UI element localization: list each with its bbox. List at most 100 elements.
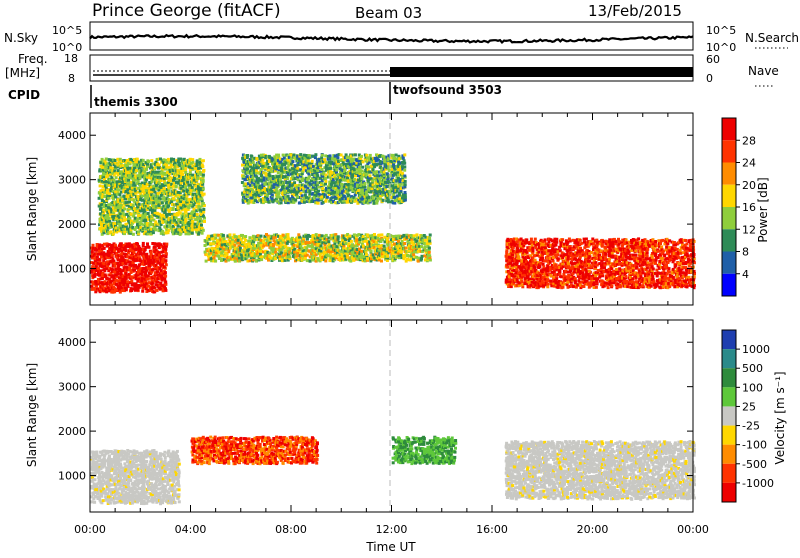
range-gate-cell [421,255,424,258]
range-gate-cell [373,233,376,236]
range-gate-cell [164,275,167,278]
range-gate-cell [269,252,272,255]
range-gate-cell [136,220,139,223]
range-gate-cell [200,224,203,227]
range-gate-cell [315,253,318,256]
range-gate-cell [125,272,128,275]
range-gate-cell [347,179,350,182]
range-gate-cell [321,234,324,237]
range-gate-cell [152,185,155,188]
range-gate-cell [428,251,431,254]
range-gate-cell [161,201,164,204]
range-gate-cell [311,160,314,163]
range-gate-cell [188,232,191,235]
range-gate-cell [163,187,166,190]
range-gate-cell [349,260,352,263]
nave-block [390,67,693,77]
range-gate-cell [287,236,290,239]
range-gate-cell [320,168,323,171]
range-gate-cell [261,159,264,162]
range-gate-cell [244,239,247,242]
region-3 [241,153,407,205]
range-gate-cell [125,262,128,265]
range-gate-cell [241,181,244,184]
range-gate-cell [165,243,168,246]
range-gate-cell [361,166,364,169]
range-gate-cell [138,203,141,206]
range-gate-cell [202,229,205,232]
range-gate-cell [141,290,144,293]
range-gate-cell [369,154,372,157]
cpid-label: CPID [8,88,40,102]
range-gate-cell [260,258,263,261]
range-gate-cell [333,181,336,184]
range-gate-cell [365,190,368,193]
range-gate-cell [274,257,277,260]
range-gate-cell [315,177,318,180]
freq-label-2: [MHz] [5,66,40,80]
range-gate-cell [154,228,157,231]
range-gate-cell [202,208,205,211]
range-gate-cell [160,243,163,246]
range-gate-cell [248,236,251,239]
range-gate-cell [194,223,197,226]
range-gate-cell [160,179,163,182]
range-gate-cell [412,253,415,256]
range-gate-cell [99,184,102,187]
range-gate-cell [257,245,260,248]
range-gate-cell [101,158,104,161]
range-gate-cell [250,194,253,197]
range-gate-cell [365,154,368,157]
range-gate-cell [321,154,324,157]
range-gate-cell [324,180,327,183]
range-gate-cell [329,167,332,170]
range-gate-cell [314,153,317,156]
range-gate-cell [120,269,123,272]
range-gate-cell [157,281,160,284]
range-gate-cell [279,178,282,181]
range-gate-cell [191,186,194,189]
range-gate-cell [202,202,205,205]
range-gate-cell [164,271,167,274]
range-gate-cell [403,242,406,245]
range-gate-cell [148,246,151,249]
range-gate-cell [254,255,257,258]
range-gate-cell [378,245,381,248]
range-gate-cell [164,281,167,284]
range-gate-cell [203,193,206,196]
range-gate-cell [304,194,307,197]
range-gate-cell [417,250,420,253]
range-gate-cell [114,274,117,277]
range-gate-cell [390,244,393,247]
range-gate-cell [358,166,361,169]
range-gate-cell [139,214,142,217]
range-gate-cell [287,233,290,236]
freq-tick-bottom: 8 [68,72,75,85]
range-gate-cell [204,251,207,254]
range-gate-cell [167,229,170,232]
range-gate-cell [283,157,286,160]
range-gate-cell [114,159,117,162]
range-gate-cell [167,209,170,212]
range-gate-cell [155,248,158,251]
range-gate-cell [195,228,198,231]
range-gate-cell [142,242,145,245]
range-gate-cell [371,187,374,190]
plot-title: Prince George (fitACF) [92,1,281,21]
range-gate-cell [364,186,367,189]
cpid-mode-2: twofsound 3503 [393,83,502,97]
range-gate-cell [417,242,420,245]
range-gate-cell [182,201,185,204]
noise-left-label: N.Sky [4,31,38,45]
range-gate-cell [147,212,150,215]
range-gate-cell [366,165,369,168]
range-gate-cell [264,172,267,175]
range-gate-cell [120,242,123,245]
range-gate-cell [428,237,431,240]
range-gate-cell [357,233,360,236]
range-gate-cell [157,192,160,195]
range-gate-cell [428,240,431,243]
range-gate-cell [255,172,258,175]
range-gate-cell [315,233,318,236]
